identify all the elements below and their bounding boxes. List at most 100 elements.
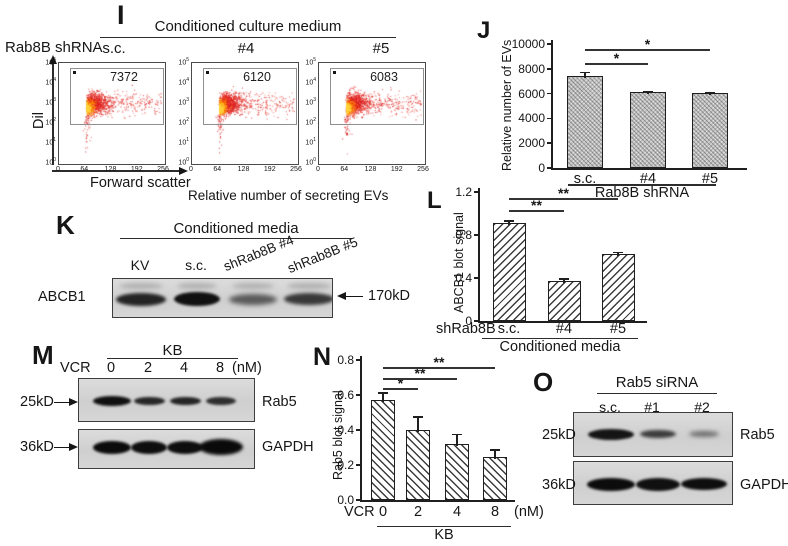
L-error-cap (613, 251, 623, 254)
flow-row-label: Rab8B shRNA (5, 39, 103, 56)
L-y-tick-label: 0 (465, 314, 472, 328)
flow-x-tick-label: 192 (263, 166, 276, 173)
L-x-axis (478, 321, 648, 324)
flow-gate-region (330, 68, 424, 125)
N-sig-star: ** (414, 365, 426, 381)
N-y-tick-label: 0.4 (337, 423, 354, 437)
N-row-label: VCR (344, 504, 375, 520)
N-y-tick (356, 429, 362, 431)
K-protein-label: ABCB1 (38, 289, 86, 305)
blot-band (587, 477, 635, 491)
flow-x-tick-label: 192 (130, 166, 143, 173)
K-lane-sc: s.c. (185, 257, 207, 273)
N-bar-2 (406, 430, 430, 500)
N-sig-line (383, 388, 418, 390)
blot-band (284, 293, 332, 305)
J-y-tick (547, 68, 553, 70)
blot-band (93, 440, 131, 454)
L-sig-line (509, 198, 618, 200)
J-y-tick (547, 142, 553, 144)
flow-y-tick-label: 104 (178, 77, 189, 87)
L-y-tick (474, 277, 480, 279)
L-category-label: #4 (555, 321, 573, 337)
L-y-tick-label: 0.4 (455, 271, 472, 285)
flow-gated-count: 6083 (370, 70, 398, 84)
flow-header: Conditioned culture medium (154, 18, 342, 35)
L-y-tick (474, 234, 480, 236)
N-error-cap (452, 433, 462, 436)
flow-condition-5: #5 (372, 40, 390, 57)
N-category-label: 4 (452, 504, 462, 520)
flow-gate-region (70, 68, 164, 125)
J-error-bar (709, 91, 711, 95)
flow-y-tick-label: 105 (178, 57, 189, 67)
M-marker-arrow1-line (54, 401, 69, 404)
flow-y-tick-label: 104 (45, 77, 56, 87)
J-sig-star: * (644, 36, 651, 52)
M-marker-arrow2-line (54, 446, 69, 449)
blot-band-smear (119, 283, 163, 289)
flow-y-tick-label: 103 (45, 97, 56, 107)
flow-y-tick-label: 100 (178, 157, 189, 167)
flow-x-tick-label: 64 (340, 166, 349, 173)
flow-y-tick-label: 103 (305, 97, 316, 107)
O-marker-25kD: 25kD (542, 427, 576, 443)
flow-gated-count: 6120 (243, 70, 271, 84)
dil-axis-arrowhead-icon (48, 55, 57, 64)
L-bar-4 (547, 281, 581, 321)
M-rab5-blot (78, 378, 255, 422)
flow-plot-frame: 7372 (58, 62, 166, 165)
N-y-tick (356, 464, 362, 466)
J-bar-sc (567, 76, 603, 168)
K-marker-label: 170kD (368, 288, 410, 304)
flow-y-tick-label: 100 (305, 157, 316, 167)
blot-band (636, 477, 680, 491)
M-marker-arrow2-icon (69, 443, 78, 451)
J-error-cap (643, 90, 653, 93)
N-y-tick (356, 499, 362, 501)
flow-x-tick-label: 256 (290, 166, 302, 173)
J-x-axis (551, 168, 748, 171)
blot-band-smear (287, 283, 331, 289)
blot-band (206, 397, 236, 405)
J-sig-line (585, 49, 710, 51)
blot-band (681, 478, 727, 490)
flow-plot-2: 6120 105 104 103 102 101 100 0 64 128 192 256 (178, 57, 301, 184)
flow-gate-marker (206, 71, 209, 74)
M-dose-unit: (nM) (232, 360, 262, 376)
J-error-bar (647, 90, 649, 95)
flow-y-tick-label: 105 (45, 57, 56, 67)
K-marker-arrow-icon (337, 292, 346, 300)
flow-x-tick-label: 0 (316, 166, 320, 173)
flow-condition-sc: s.c. (102, 40, 126, 57)
N-category-label: 8 (490, 504, 500, 520)
N-error-bar (417, 416, 419, 432)
blot-band (116, 292, 166, 306)
dil-axis-line (52, 63, 54, 165)
flow-gate-marker (73, 71, 76, 74)
M-header: KB (162, 342, 183, 359)
flow-plot-3: 6083 105 104 103 102 101 100 0 64 128 192 256 (305, 57, 428, 184)
O-protein-gapdh: GAPDH (740, 477, 788, 493)
L-error-bar (508, 220, 510, 226)
blot-band (167, 440, 203, 454)
N-group-underline (377, 525, 511, 528)
flow-y-tick-label: 100 (45, 157, 56, 167)
J-y-tick-label: 6000 (518, 86, 545, 101)
panel-label-N: N (313, 343, 332, 371)
M-dose-2: 2 (143, 360, 153, 376)
M-marker-arrow1-icon (69, 398, 78, 406)
N-sig-star: * (397, 375, 404, 391)
N-y-axis (360, 356, 362, 501)
L-error-bar (563, 278, 565, 284)
L-error-cap (504, 220, 514, 223)
panel-label-L: L (427, 187, 442, 214)
flow-condition-4: #4 (237, 40, 255, 57)
L-group-underline (482, 337, 638, 340)
flow-x-tick-label: 128 (237, 166, 250, 173)
J-category-label: #5 (701, 171, 719, 187)
L-group-label: Conditioned media (499, 339, 621, 355)
M-protein-gapdh: GAPDH (262, 439, 314, 455)
M-marker-25kD: 25kD (20, 394, 54, 410)
L-y-tick (474, 320, 480, 322)
